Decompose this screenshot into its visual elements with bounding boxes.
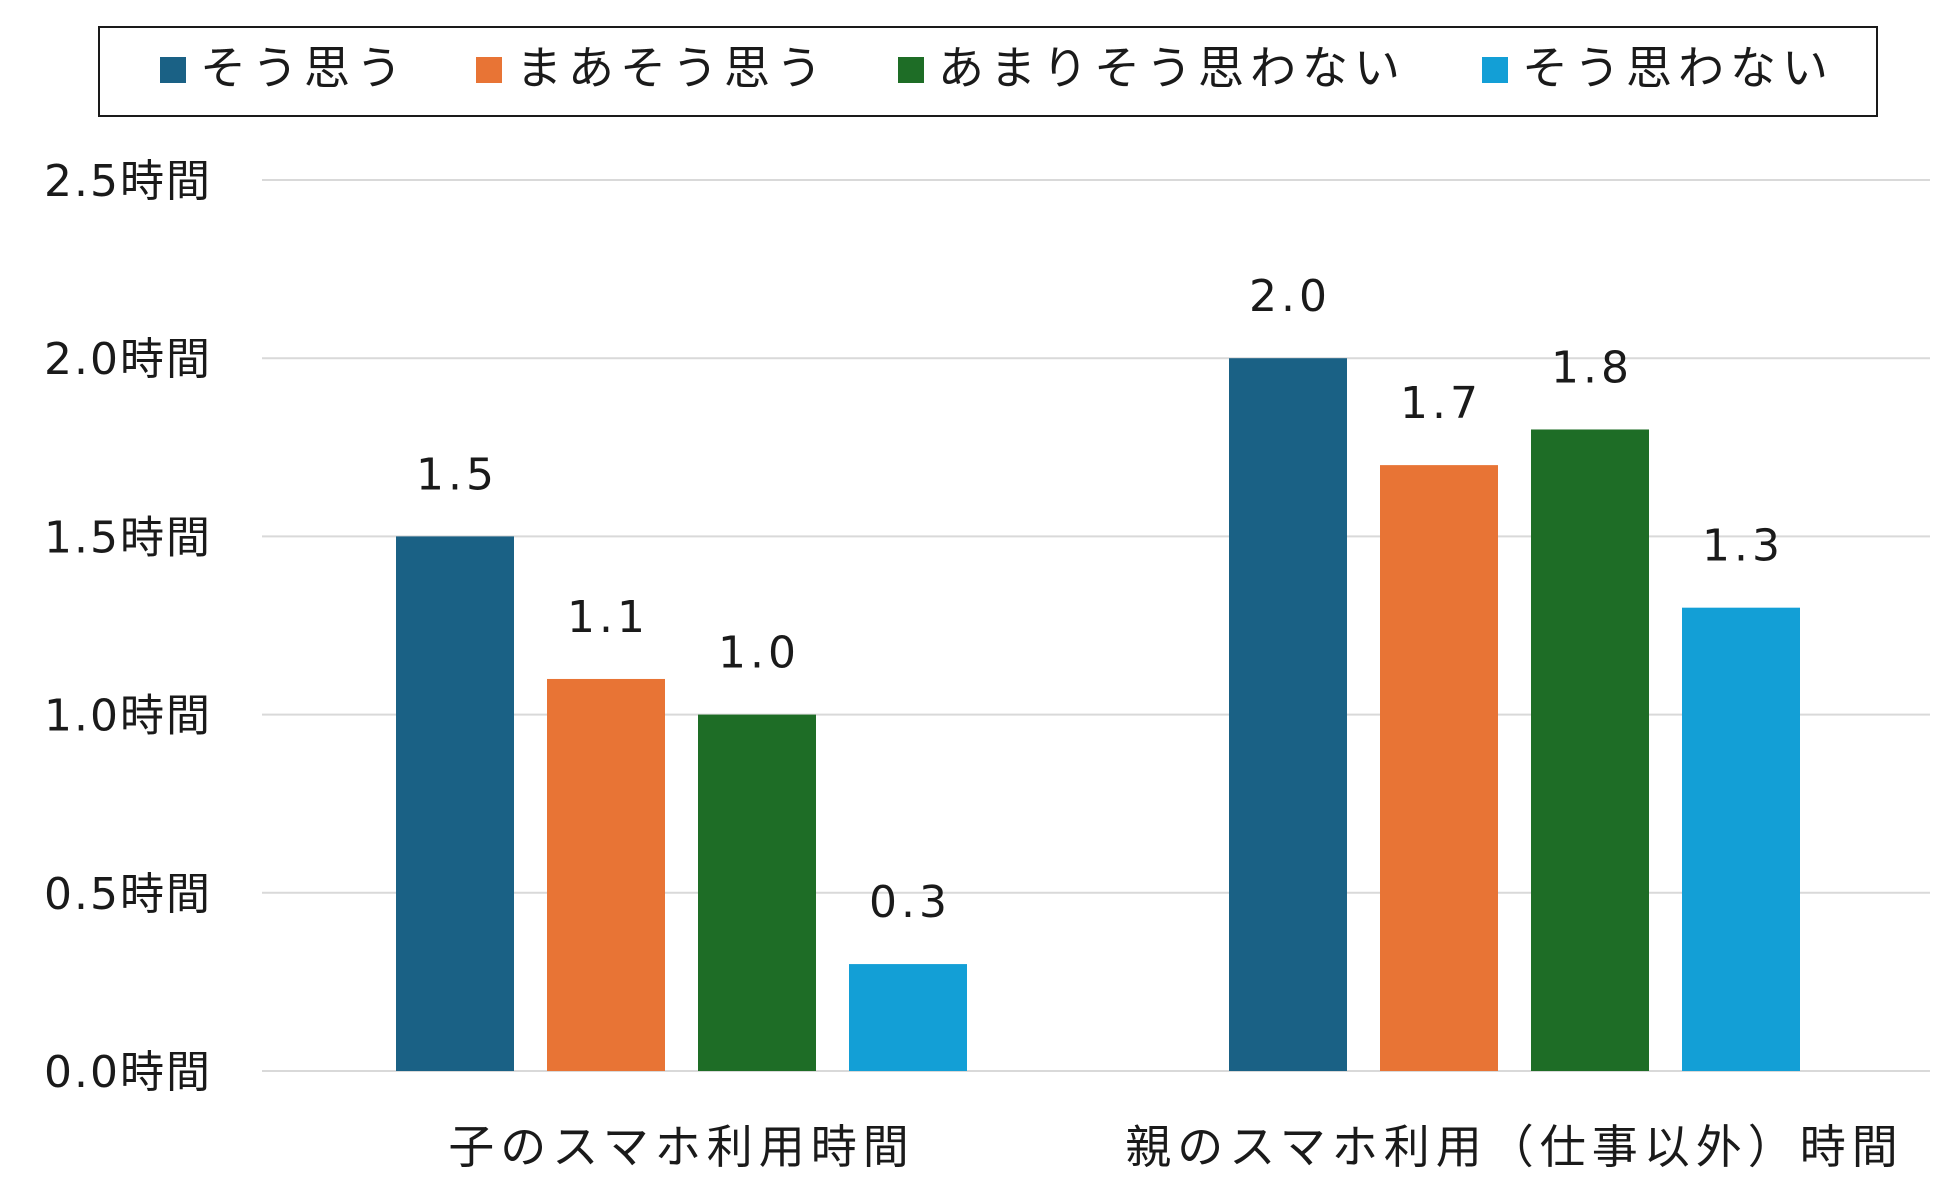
category-label: 親のスマホ利用（仕事以外）時間 <box>1125 1120 1904 1174</box>
bar-value-label: 1.1 <box>567 592 649 643</box>
bar-value-label: 2.0 <box>1249 271 1331 322</box>
legend-swatch <box>160 57 186 83</box>
legend-swatch <box>898 57 924 83</box>
gridlines <box>262 179 1930 1072</box>
legend-label: あまりそう思わない <box>938 41 1406 95</box>
legend-label: まあそう思う <box>516 41 828 95</box>
y-tick-label: 2.5時間 <box>44 156 212 207</box>
y-tick-label: 0.0時間 <box>44 1047 212 1098</box>
bar <box>1229 358 1347 1071</box>
bar-value-label: 1.0 <box>718 628 800 679</box>
legend-frame <box>98 26 1878 117</box>
category-labels: 子のスマホ利用時間 親のスマホ利用（仕事以外）時間 <box>448 1120 1904 1174</box>
legend-label: そう思う <box>200 41 408 95</box>
legend-swatch <box>476 57 502 83</box>
bar-value-label: 1.3 <box>1702 521 1784 572</box>
y-axis-tick-labels: 0.0時間 0.5時間 1.0時間 1.5時間 2.0時間 2.5時間 <box>44 156 212 1098</box>
legend-label: そう思わない <box>1522 41 1834 95</box>
bar <box>698 714 816 1071</box>
y-tick-label: 1.5時間 <box>44 512 212 563</box>
y-tick-label: 0.5時間 <box>44 869 212 920</box>
bar <box>1682 607 1800 1071</box>
bar <box>547 678 665 1071</box>
bar-value-label: 0.3 <box>869 877 951 928</box>
legend-swatch <box>1482 57 1508 83</box>
bar-value-label: 1.5 <box>416 449 498 500</box>
bar-value-label: 1.7 <box>1400 378 1482 429</box>
category-label: 子のスマホ利用時間 <box>448 1120 915 1174</box>
bar <box>396 536 514 1071</box>
legend: そう思う まあそう思う あまりそう思わない そう思わない <box>98 26 1878 117</box>
bars <box>396 358 1800 1072</box>
value-labels: 1.5 1.1 1.0 0.3 2.0 1.7 1.8 1.3 <box>416 271 1784 928</box>
bar-value-label: 1.8 <box>1551 342 1633 393</box>
bar <box>1531 429 1649 1072</box>
bar <box>1380 465 1498 1071</box>
y-tick-label: 2.0時間 <box>44 334 212 385</box>
bar <box>849 964 967 1071</box>
y-tick-label: 1.0時間 <box>44 691 212 742</box>
